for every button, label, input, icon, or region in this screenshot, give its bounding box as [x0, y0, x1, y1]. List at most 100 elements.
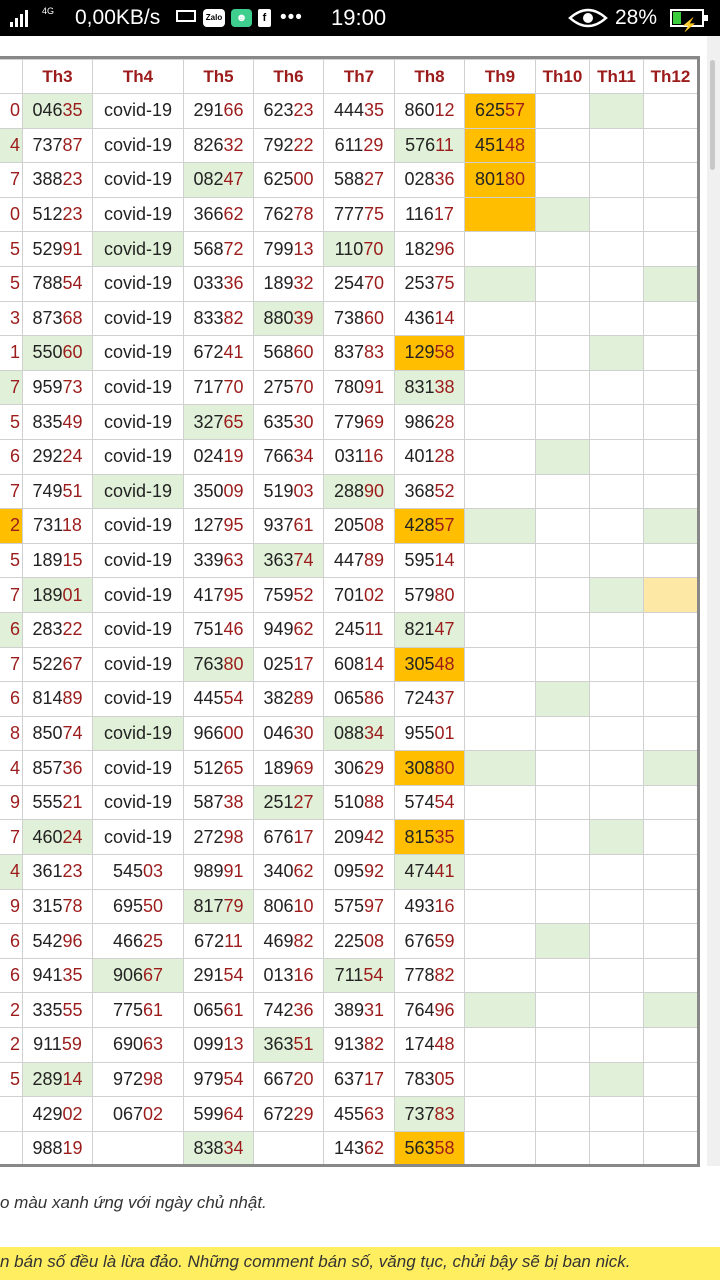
result-digits-head: 837 — [333, 342, 364, 363]
result-digits-head: 460 — [32, 826, 63, 847]
result-cell: 51903 — [253, 473, 324, 510]
result-cell: 60814 — [323, 646, 395, 683]
result-cell — [535, 750, 590, 786]
result-digits-head: 067 — [112, 1103, 143, 1124]
result-digits-tail: 55 — [62, 999, 83, 1020]
result-digits-tail: 22 — [62, 619, 83, 640]
result-digits-head: 911 — [33, 1034, 62, 1055]
result-digits-head: 512 — [193, 757, 224, 778]
result-cell: covid-19 — [92, 819, 184, 856]
column-header-th8: Th8 — [394, 59, 465, 94]
result-cell: 57980 — [394, 577, 465, 613]
day-cell — [0, 1096, 23, 1132]
result-cell — [464, 923, 536, 959]
day-cell: 5 — [0, 404, 23, 440]
result-digits-tail: 27 — [364, 169, 385, 190]
result-cell: 36351 — [253, 1027, 324, 1063]
table-row: 98819 83834 14362 56358 — [0, 1130, 697, 1164]
result-digits-tail: 58 — [434, 1138, 455, 1159]
result-digits-head: 563 — [404, 1138, 435, 1159]
result-digits-head: 672 — [194, 930, 225, 951]
result-cell: 09592 — [323, 854, 395, 890]
battery-fill — [673, 12, 682, 24]
result-cell: 67229 — [253, 1096, 324, 1132]
result-cell — [643, 750, 697, 786]
result-digits-head: 363 — [263, 1034, 294, 1055]
result-digits-tail: 59 — [434, 930, 455, 951]
result-digits-tail: 54 — [62, 273, 83, 294]
day-digit: 5 — [9, 238, 20, 259]
result-cell — [589, 404, 644, 440]
result-cell: 67617 — [253, 819, 324, 856]
result-cell — [643, 611, 697, 648]
result-digits-head: 701 — [333, 584, 364, 605]
result-cell — [535, 93, 590, 129]
result-cell: covid-19 — [92, 93, 184, 129]
result-cell: 59964 — [183, 1096, 254, 1132]
result-digits-tail: 91 — [364, 377, 385, 398]
result-cell — [464, 646, 536, 683]
result-digits-head: 860 — [404, 100, 435, 121]
result-digits-head: 749 — [32, 480, 63, 501]
result-digits-head: 949 — [263, 619, 294, 640]
table-row: 6 81489 covid-19 44554 38289 06586 72437 — [0, 681, 697, 717]
result-digits-head: 637 — [333, 1068, 364, 1089]
result-digits-head: 831 — [404, 377, 435, 398]
result-digits-head: 305 — [404, 653, 435, 674]
result-digits-tail: 63 — [364, 1103, 385, 1124]
result-digits-head: 778 — [404, 965, 435, 986]
result-digits-head: 253 — [404, 273, 435, 294]
result-cell: covid-19 — [92, 611, 184, 648]
result-digits-head: 522 — [32, 653, 63, 674]
table-row: 5 78854 covid-19 03336 18932 25470 25375 — [0, 265, 697, 302]
result-cell: 18969 — [253, 750, 324, 786]
result-cell — [535, 300, 590, 337]
column-header-th4: Th4 — [92, 59, 184, 94]
result-digits-tail: 48 — [434, 1034, 455, 1055]
result-digits-head: 065 — [193, 999, 224, 1020]
result-digits-tail: 14 — [62, 1068, 83, 1089]
table-row: 9 31578 69550 81779 80610 57597 49316 — [0, 888, 697, 925]
result-cell: 04635 — [22, 93, 93, 129]
day-cell: 2 — [0, 508, 23, 544]
scrollbar-track[interactable] — [707, 36, 720, 1166]
result-digits-head: 366 — [193, 204, 224, 225]
result-cell: 98991 — [183, 854, 254, 890]
result-digits-tail: 02 — [143, 1103, 164, 1124]
result-cell: 96600 — [183, 715, 254, 752]
day-cell: 7 — [0, 819, 23, 856]
result-cell: 78305 — [394, 1061, 465, 1098]
result-digits-head: 955 — [404, 722, 435, 743]
result-digits-tail: 87 — [62, 134, 83, 155]
result-digits-tail: 08 — [364, 515, 385, 536]
result-digits-head: 751 — [193, 619, 224, 640]
result-cell: 28914 — [22, 1061, 93, 1098]
result-digits-tail: 70 — [363, 238, 384, 259]
result-cell: covid-19 — [92, 542, 184, 579]
lottery-table-container[interactable]: Th3 Th4 Th5 Th6 Th7 Th8 Th9 Th10 Th11 Th12 0 04635… — [0, 56, 700, 1167]
result-cell: covid-19 — [92, 335, 184, 371]
result-cell — [464, 784, 536, 821]
result-cell: 80180 — [464, 162, 536, 198]
day-cell: 2 — [0, 992, 23, 1029]
day-cell: 0 — [0, 93, 23, 129]
result-cell: covid-19 — [92, 508, 184, 544]
result-cell — [92, 1130, 184, 1164]
result-digits-tail: 86 — [364, 688, 385, 709]
table-row: 1 55060 covid-19 67241 56860 83783 12958 — [0, 335, 697, 371]
result-digits-head: 724 — [404, 688, 435, 709]
result-digits-head: 833 — [193, 307, 224, 328]
result-digits-tail: 29 — [364, 757, 385, 778]
result-digits-tail: 00 — [293, 169, 314, 190]
result-digits-head: 205 — [333, 515, 364, 536]
result-digits-head: 046 — [263, 722, 294, 743]
result-cell: 94135 — [22, 957, 93, 994]
scrollbar-thumb[interactable] — [710, 60, 715, 170]
result-cell — [589, 162, 644, 198]
result-digits-head: 116 — [405, 204, 434, 225]
result-cell: 27570 — [253, 369, 324, 406]
result-digits-head: 209 — [333, 826, 364, 847]
day-digit: 8 — [9, 722, 20, 743]
result-cell: 79913 — [253, 231, 324, 267]
result-cell — [464, 611, 536, 648]
